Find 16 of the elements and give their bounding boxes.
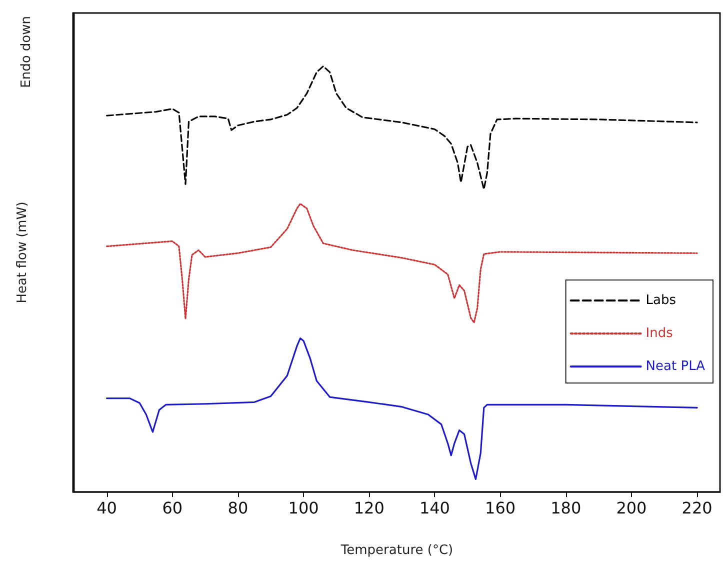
- x-tick-label: 160: [485, 498, 516, 518]
- x-tick-label: 140: [419, 498, 450, 518]
- x-tick-label: 120: [354, 498, 384, 518]
- text: Neat PLA: [646, 359, 706, 374]
- y-axis-title: Heat flow (mW): [15, 202, 30, 304]
- x-tick-label: 80: [228, 498, 248, 518]
- x-tick-label: 220: [682, 498, 712, 518]
- text: Labs: [646, 293, 676, 308]
- x-tick-label: 40: [96, 498, 117, 518]
- text: Endo down: [19, 16, 34, 88]
- x-tick-label: 60: [162, 498, 183, 518]
- x-tick-label: 200: [616, 498, 647, 518]
- x-tick-label: 100: [288, 498, 319, 518]
- x-tick-label: 180: [550, 498, 582, 518]
- x-axis-title: Temperature (°C): [340, 543, 454, 558]
- text: Inds: [646, 326, 674, 341]
